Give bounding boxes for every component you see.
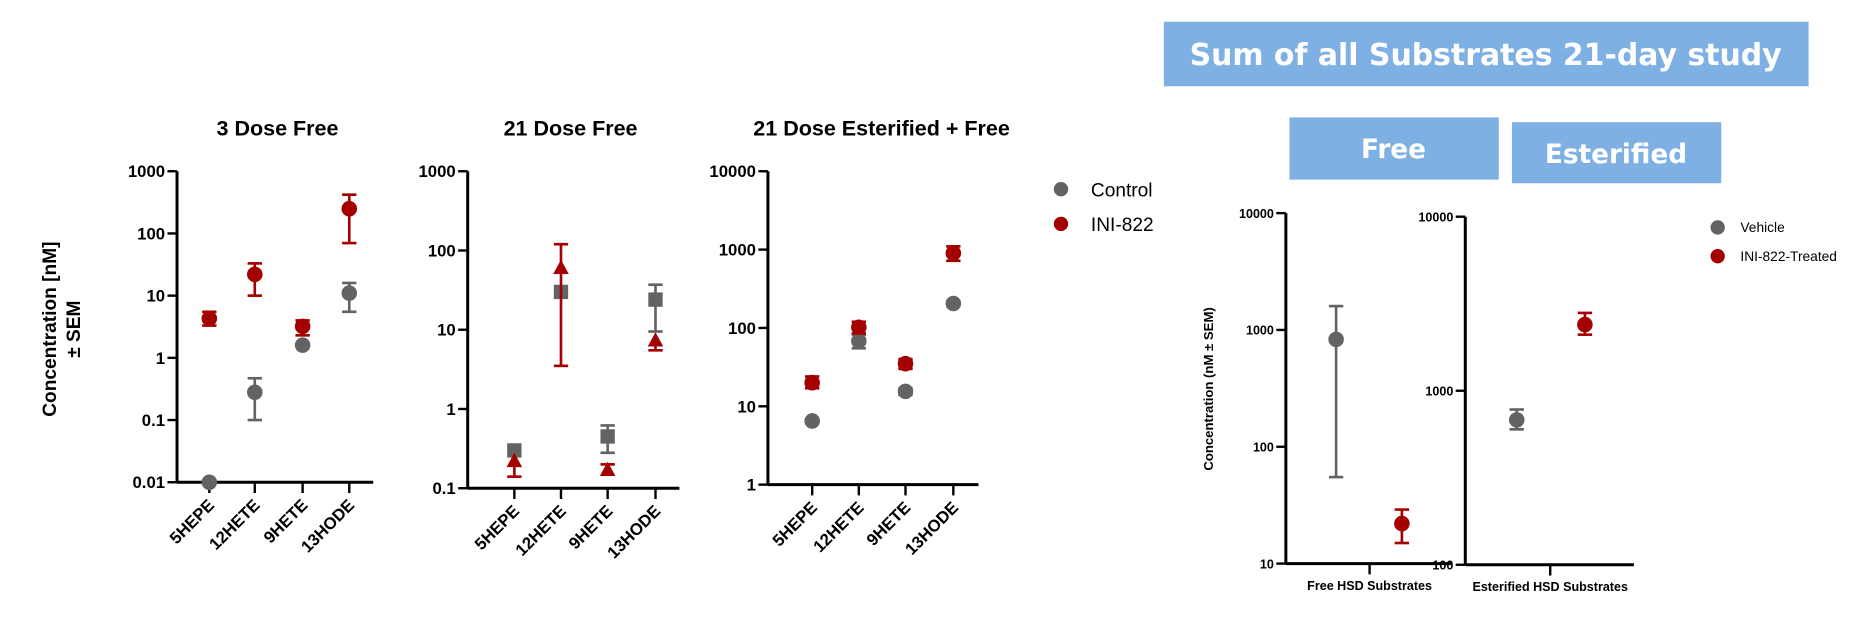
legend: Control INI-822	[1053, 180, 1154, 236]
y-tick-label: 100	[728, 319, 756, 338]
x-tick-label: 13HODE	[901, 498, 962, 559]
y-tick-label: 100	[428, 241, 456, 260]
data-point-ini-822	[945, 245, 962, 261]
chart-5: 10000 1000 100 Esterified HSD Substrates Veh…	[1418, 210, 1837, 594]
data-point-control	[804, 413, 820, 429]
chart-3: 21 Dose Esterified + Free 10000 1000 100 10 1…	[709, 116, 1153, 558]
legend-label: Control	[1091, 180, 1153, 201]
chart-4: 10000 1000 100 10 Free HSD Substrates	[1239, 207, 1451, 593]
banner-main: Sum of all Substrates 21-day study	[1163, 21, 1809, 87]
y-tick-label: 100	[137, 224, 165, 243]
y-tick-label: 10000	[1239, 207, 1274, 221]
data-point-ini-822	[897, 355, 914, 372]
y-tick-label: 0.1	[142, 411, 165, 430]
data-point-control	[507, 443, 522, 458]
data-point-ini-822	[599, 461, 616, 476]
legend-marker	[1053, 182, 1069, 197]
data-point-control	[247, 384, 263, 401]
y-tick-label: 1	[156, 349, 165, 368]
data-point-vehicle	[1328, 331, 1344, 348]
y-tick-label: 1000	[1425, 385, 1453, 399]
chart-2: 21 Dose Free10001001010.15HEPE12HETE9HET…	[419, 116, 680, 562]
data-point-ini-822	[647, 332, 664, 347]
data-point-ini-822	[294, 318, 311, 335]
chart-title: 21 Dose Esterified + Free	[753, 116, 1010, 140]
x-tick-label: 13HODE	[604, 502, 665, 563]
legend-marker	[1710, 248, 1725, 264]
data-point-control	[201, 474, 218, 491]
data-point-control	[851, 333, 867, 349]
banner-free: Free	[1289, 117, 1499, 180]
data-point-ini-822	[553, 259, 569, 275]
banner-esterified: Esterified	[1511, 122, 1722, 184]
y-tick-label: 0.01	[132, 473, 165, 492]
y-tick-label: 100	[1253, 441, 1274, 455]
data-point-ini-822	[247, 266, 263, 283]
y-tick-label: 1000	[719, 241, 756, 260]
legend-marker	[1053, 216, 1069, 232]
y-axis-label-left-sem: ± SEM	[64, 301, 85, 358]
legend: Vehicle INI-822-Treated	[1710, 220, 1837, 264]
x-tick-label: 12HETE	[809, 498, 867, 556]
y-tick-label: 1000	[419, 162, 456, 181]
y-tick-label: 10000	[1418, 210, 1453, 224]
data-point-control	[945, 295, 962, 312]
data-point-control	[600, 429, 615, 444]
banner-esterified-text: Esterified	[1545, 140, 1687, 170]
data-point-ini-822	[341, 200, 358, 217]
chart-title: 3 Dose Free	[217, 116, 339, 140]
x-tick-label: Free HSD Substrates	[1307, 579, 1432, 593]
y-tick-label: 10	[737, 397, 756, 416]
y-tick-label: 1000	[128, 162, 165, 181]
legend-label: INI-822	[1091, 215, 1154, 236]
x-tick-label: Esterified HSD Substrates	[1472, 580, 1628, 594]
banner-free-text: Free	[1361, 135, 1426, 165]
data-point-control	[897, 383, 914, 400]
y-tick-label: 10	[437, 321, 456, 340]
data-point-control	[294, 337, 311, 353]
banner-main-text: Sum of all Substrates 21-day study	[1190, 38, 1782, 73]
y-tick-label: 0.1	[432, 479, 455, 498]
data-point-vehicle	[1508, 412, 1525, 428]
data-point-ini-822	[201, 310, 218, 327]
data-point-control	[341, 285, 358, 301]
data-point-ini-822-treated	[1394, 515, 1410, 532]
y-axis-label-left: Concentration [nM]	[40, 241, 61, 416]
data-point-ini-822	[506, 452, 523, 468]
y-tick-label: 1	[747, 476, 756, 495]
legend-label: Vehicle	[1740, 220, 1785, 235]
x-tick-label: 12HETE	[205, 496, 263, 554]
chart-1: 3 Dose Free10001001010.10.015HEPE12HETE9…	[128, 116, 374, 556]
y-axis-label-right: Concentration (nM ± SEM)	[1201, 307, 1216, 470]
x-tick-label: 12HETE	[512, 502, 570, 560]
y-tick-label: 1	[446, 400, 455, 419]
chart-title: 21 Dose Free	[504, 116, 638, 140]
y-tick-label: 100	[1432, 559, 1453, 573]
data-point-ini-822	[804, 374, 820, 391]
y-tick-label: 10	[146, 287, 165, 306]
data-point-ini-822-treated	[1577, 316, 1593, 333]
legend-label: INI-822-Treated	[1740, 249, 1837, 264]
data-point-control	[648, 292, 663, 307]
y-tick-label: 10	[1260, 557, 1274, 571]
y-tick-label: 10000	[709, 162, 756, 181]
data-point-ini-822	[851, 319, 867, 336]
legend-marker	[1710, 220, 1725, 235]
y-tick-label: 1000	[1246, 324, 1274, 338]
